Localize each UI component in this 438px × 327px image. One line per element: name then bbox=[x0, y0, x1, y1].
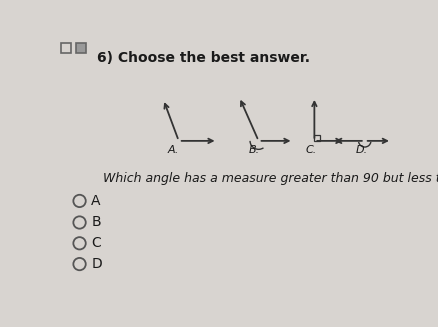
Text: B.: B. bbox=[248, 145, 260, 155]
Text: D.: D. bbox=[356, 145, 367, 155]
Text: A: A bbox=[91, 194, 101, 208]
Text: 6) Choose the best answer.: 6) Choose the best answer. bbox=[97, 51, 311, 65]
Text: Which angle has a measure greater than 90 but less than 180 degrees?: Which angle has a measure greater than 9… bbox=[103, 172, 438, 185]
Text: C.: C. bbox=[305, 145, 316, 155]
Bar bbox=[76, 43, 86, 53]
Text: D: D bbox=[91, 257, 102, 271]
Text: A.: A. bbox=[167, 145, 179, 155]
Bar bbox=[61, 43, 71, 53]
Text: C: C bbox=[91, 236, 101, 250]
Text: B: B bbox=[91, 215, 101, 230]
